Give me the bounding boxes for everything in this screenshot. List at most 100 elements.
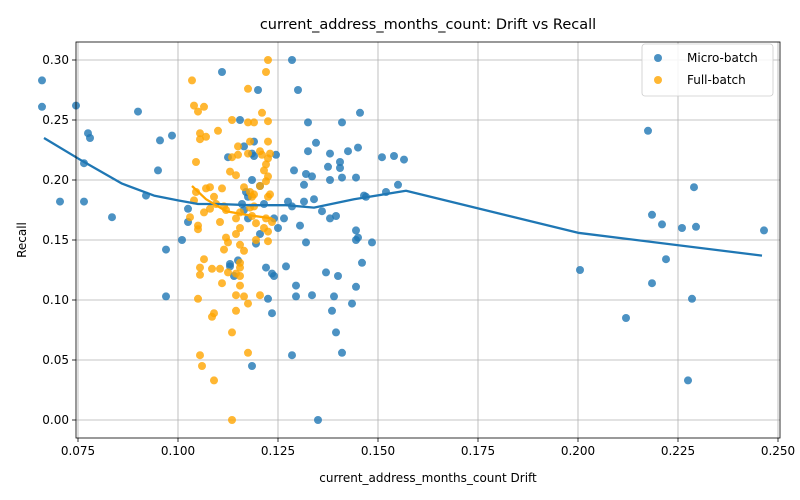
y-tick-label: 0.30 xyxy=(42,53,69,67)
scatter-point xyxy=(326,149,334,158)
scatter-point xyxy=(162,245,170,254)
legend-label: Full-batch xyxy=(687,73,746,87)
scatter-point xyxy=(248,362,256,370)
scatter-point xyxy=(332,328,340,337)
scatter-point xyxy=(322,268,330,277)
scatter-point xyxy=(232,171,240,180)
scatter-point xyxy=(236,240,244,249)
scatter-point xyxy=(338,118,346,127)
scatter-point xyxy=(304,147,312,156)
x-axis-label: current_address_months_count Drift xyxy=(319,471,537,485)
scatter-point xyxy=(250,202,258,211)
scatter-point xyxy=(314,416,322,424)
scatter-point xyxy=(220,245,228,254)
scatter-point xyxy=(336,158,344,166)
scatter-point xyxy=(354,143,362,152)
scatter-point xyxy=(264,192,272,201)
scatter-point xyxy=(200,255,208,264)
scatter-point xyxy=(244,149,252,158)
scatter-point xyxy=(202,184,210,193)
legend: Micro-batch Full-batch xyxy=(641,43,774,97)
scatter-point xyxy=(86,134,94,142)
scatter-point xyxy=(684,376,692,385)
scatter-point xyxy=(236,272,244,280)
scatter-point xyxy=(232,306,240,315)
grid-lines xyxy=(76,42,780,438)
scatter-point xyxy=(200,102,208,111)
scatter-point xyxy=(264,56,272,64)
scatter-point xyxy=(218,184,226,193)
scatter-point xyxy=(232,291,240,300)
scatter-point xyxy=(352,173,360,182)
scatter-point xyxy=(264,154,272,163)
scatter-point xyxy=(308,291,316,300)
scatter-point xyxy=(240,246,248,255)
scatter-point xyxy=(258,108,266,117)
scatter-point xyxy=(234,150,242,159)
trend-line xyxy=(43,137,763,257)
scatter-point xyxy=(290,166,298,175)
scatter-point xyxy=(358,258,366,267)
scatter-point xyxy=(288,351,296,360)
scatter-point xyxy=(192,188,200,196)
x-tick-label: 0.100 xyxy=(161,444,195,458)
x-tick-label: 0.150 xyxy=(361,444,395,458)
y-tick-label: 0.10 xyxy=(42,293,69,307)
scatter-point xyxy=(236,263,244,272)
scatter-point xyxy=(354,233,362,242)
scatter-point xyxy=(304,118,312,127)
scatter-point xyxy=(262,68,270,76)
scatter-point xyxy=(260,200,268,208)
scatter-point xyxy=(300,180,308,189)
scatter-point xyxy=(348,299,356,308)
scatter-point xyxy=(368,238,376,247)
scatter-point xyxy=(38,76,46,85)
scatter-point xyxy=(244,348,252,357)
scatter-point xyxy=(248,176,256,184)
scatter-point xyxy=(296,221,304,230)
x-tick-label: 0.175 xyxy=(461,444,495,458)
scatter-point xyxy=(326,176,334,184)
scatter-point xyxy=(400,155,408,164)
scatter-point xyxy=(264,237,272,246)
scatter-point xyxy=(336,164,344,172)
x-tick-label: 0.075 xyxy=(61,444,95,458)
scatter-point xyxy=(246,137,254,146)
scatter-point xyxy=(662,255,670,264)
scatter-point xyxy=(254,86,262,94)
scatter-point xyxy=(256,291,264,300)
scatter-point xyxy=(216,218,224,226)
plot-marks xyxy=(38,56,768,424)
scatter-point xyxy=(648,279,656,288)
scatter-point xyxy=(268,269,276,278)
scatter-point xyxy=(214,126,222,135)
scatter-point xyxy=(260,224,268,232)
y-tick-label: 0.25 xyxy=(42,113,69,127)
y-axis-label: Recall xyxy=(15,222,29,258)
scatter-point xyxy=(108,213,116,222)
scatter-point xyxy=(690,183,698,192)
scatter-point xyxy=(576,266,584,274)
scatter-point xyxy=(228,153,236,162)
scatter-point xyxy=(692,222,700,231)
scatter-point xyxy=(178,236,186,244)
scatter-point xyxy=(324,162,332,171)
scatter-point xyxy=(264,137,272,146)
scatter-point xyxy=(236,116,244,124)
scatter-point xyxy=(302,170,310,178)
scatter-point xyxy=(318,207,326,216)
scatter-point xyxy=(250,118,258,127)
scatter-point xyxy=(198,362,206,370)
scatter-point xyxy=(264,294,272,303)
scatter-point xyxy=(202,132,210,141)
scatter-point xyxy=(268,309,276,318)
scatter-point xyxy=(226,167,234,176)
scatter-point xyxy=(648,210,656,219)
scatter-point xyxy=(356,108,364,117)
scatter-point xyxy=(196,263,204,272)
scatter-point xyxy=(288,56,296,64)
scatter-point xyxy=(228,416,236,424)
scatter-point xyxy=(168,131,176,140)
scatter-point xyxy=(194,107,202,116)
